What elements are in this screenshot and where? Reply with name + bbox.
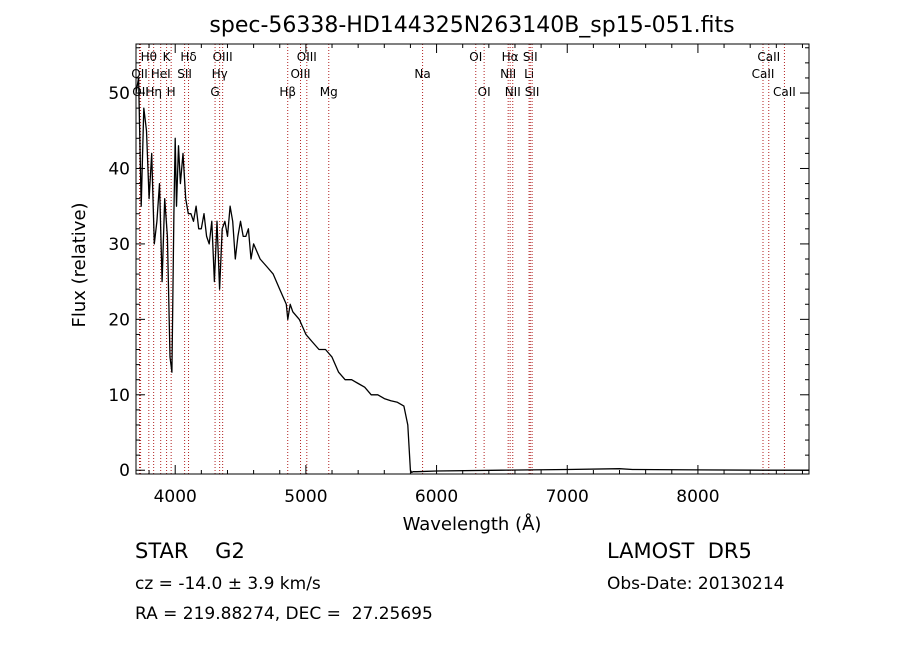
x-tick-label: 5000 xyxy=(284,487,327,507)
x-tick-label: 4000 xyxy=(154,487,197,507)
line-marker-label: OI xyxy=(469,50,482,64)
line-marker-label: G xyxy=(210,85,219,99)
y-tick-label: 50 xyxy=(108,84,130,104)
line-marker-label: OIII xyxy=(213,50,233,64)
line-marker-label: Mg xyxy=(320,85,338,99)
line-marker-label: K xyxy=(163,50,172,64)
y-tick-label: 40 xyxy=(108,159,130,179)
line-marker-label: Hθ xyxy=(141,50,157,64)
line-marker-label: Hα xyxy=(502,50,519,64)
line-marker-label: OI xyxy=(478,85,491,99)
y-tick-label: 0 xyxy=(119,461,130,481)
obs-date-text: Obs-Date: 20130214 xyxy=(607,574,785,594)
x-tick-label: 6000 xyxy=(415,487,458,507)
line-marker-label: CaII xyxy=(773,85,796,99)
spectrum-line xyxy=(135,77,809,474)
line-marker-label: SII xyxy=(177,67,192,81)
x-tick-label: 7000 xyxy=(546,487,589,507)
y-axis-label: Flux (relative) xyxy=(69,202,90,327)
redshift-text: cz = -14.0 ± 3.9 km/s xyxy=(135,574,321,594)
line-marker-label: HeI xyxy=(151,67,171,81)
coordinates-text: RA = 219.88274, DEC = 27.25695 xyxy=(135,604,433,624)
line-marker-label: Na xyxy=(414,67,430,81)
plot-frame xyxy=(135,43,810,475)
line-marker-label: Hβ xyxy=(279,85,296,99)
y-tick-label: 10 xyxy=(108,386,130,406)
line-marker-label: CaII xyxy=(752,67,775,81)
object-class-label: STAR G2 xyxy=(135,539,245,563)
spectrum-series xyxy=(135,77,809,474)
line-marker-label: CaII xyxy=(757,50,780,64)
plot-axes: 4000 5000 6000 7000 8000 0 10 20 30 40 50 xyxy=(108,43,810,507)
line-marker-label: Li xyxy=(524,67,534,81)
line-marker-label: H xyxy=(167,85,176,99)
line-marker-label: OII xyxy=(131,67,148,81)
chart-title: spec-56338-HD144325N263140B_sp15-051.fit… xyxy=(209,13,734,38)
y-tick-label: 30 xyxy=(108,235,130,255)
line-marker-label: SII xyxy=(525,85,540,99)
line-marker-label: OIII xyxy=(297,50,317,64)
y-tick-label: 20 xyxy=(108,310,130,330)
line-marker-label: Hη xyxy=(145,85,162,99)
line-marker-label: NII xyxy=(500,67,516,81)
survey-label: LAMOST DR5 xyxy=(607,539,752,563)
x-axis-label: Wavelength (Å) xyxy=(403,513,542,535)
line-marker-label: NII xyxy=(505,85,521,99)
line-marker-label: Hγ xyxy=(212,67,228,81)
line-marker-label: Hδ xyxy=(180,50,196,64)
x-tick-label: 8000 xyxy=(676,487,719,507)
line-marker-label: OIII xyxy=(290,67,310,81)
emission-line-markers: Hθ K Hδ OIII OIII OI Hα SII CaII OII HeI SII Hγ OIII N… xyxy=(131,44,796,474)
line-marker-label: SII xyxy=(523,50,538,64)
